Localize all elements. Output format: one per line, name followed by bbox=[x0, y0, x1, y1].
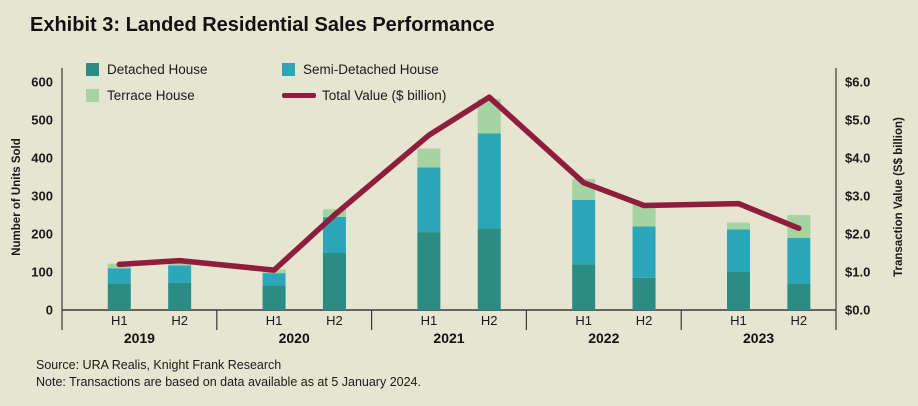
note-text: Note: Transactions are based on data ava… bbox=[36, 375, 421, 389]
year-label: 2023 bbox=[743, 330, 774, 346]
right-tick-label: $1.0 bbox=[845, 265, 870, 280]
color-swatch-icon bbox=[282, 63, 295, 76]
bar-segment bbox=[168, 261, 192, 266]
period-label: H2 bbox=[636, 313, 653, 328]
left-tick-label: 300 bbox=[31, 189, 53, 204]
period-label: H2 bbox=[791, 313, 808, 328]
chart-title: Exhibit 3: Landed Residential Sales Perf… bbox=[30, 14, 495, 36]
legend-terrace: Terrace House bbox=[86, 88, 282, 103]
bar-segment bbox=[322, 216, 346, 253]
bar-segment bbox=[168, 265, 192, 283]
color-swatch-icon bbox=[86, 89, 99, 102]
bar-segment bbox=[726, 272, 750, 310]
bar-segment bbox=[632, 203, 656, 227]
period-label: H2 bbox=[171, 313, 188, 328]
chart-legend: Detached House Semi-Detached House Terrace… bbox=[86, 62, 446, 103]
sales-performance-chart: 0 100 200 300 400 500 600 $0.0 $1.0 $2.0 $3.0 $4.0 $… bbox=[31, 68, 870, 346]
bar-segment bbox=[107, 268, 131, 284]
year-label: 2019 bbox=[124, 330, 155, 346]
legend-label: Terrace House bbox=[107, 88, 195, 103]
left-axis-title: Number of Units Sold bbox=[11, 138, 23, 256]
bar-segment bbox=[417, 167, 441, 233]
legend-label: Total Value ($ billion) bbox=[322, 88, 447, 103]
period-label: H2 bbox=[481, 313, 498, 328]
left-tick-label: 400 bbox=[31, 151, 53, 166]
bar-segment bbox=[726, 229, 750, 272]
bar-segment bbox=[168, 282, 192, 310]
year-label: 2022 bbox=[588, 330, 619, 346]
right-tick-label: $0.0 bbox=[845, 303, 870, 318]
total-value-line bbox=[116, 94, 802, 273]
left-tick-label: 100 bbox=[31, 265, 53, 280]
bar-segment bbox=[417, 232, 441, 310]
period-label: H1 bbox=[730, 313, 747, 328]
bar-segment bbox=[787, 283, 811, 310]
right-tick-label: $2.0 bbox=[845, 227, 870, 242]
bar-segment bbox=[417, 148, 441, 168]
bar-segment bbox=[262, 273, 286, 286]
right-tick-label: $4.0 bbox=[845, 151, 870, 166]
year-label: 2021 bbox=[433, 330, 464, 346]
left-tick-label: 0 bbox=[46, 303, 53, 318]
bar-segment bbox=[787, 237, 811, 284]
bar-segment bbox=[477, 99, 501, 134]
right-tick-label: $6.0 bbox=[845, 75, 870, 90]
legend-detached: Detached House bbox=[86, 62, 282, 77]
period-label: H1 bbox=[575, 313, 592, 328]
right-axis-title: Transaction Value (S$ billion) bbox=[893, 117, 905, 277]
bar-segment bbox=[632, 226, 656, 278]
legend-label: Detached House bbox=[107, 62, 208, 77]
bar-segment bbox=[572, 264, 596, 310]
bar-segment bbox=[262, 285, 286, 310]
line-swatch-icon bbox=[282, 93, 316, 98]
bar-segment bbox=[632, 277, 656, 310]
legend-total-value: Total Value ($ billion) bbox=[282, 88, 446, 103]
source-text: Source: URA Realis, Knight Frank Researc… bbox=[36, 358, 282, 372]
bar-segment bbox=[572, 199, 596, 265]
bar-segment bbox=[726, 222, 750, 230]
period-label: H1 bbox=[111, 313, 128, 328]
right-tick-label: $3.0 bbox=[845, 189, 870, 204]
legend-label: Semi-Detached House bbox=[303, 62, 439, 77]
bar-segment bbox=[107, 283, 131, 310]
period-label: H1 bbox=[421, 313, 438, 328]
bar-segment bbox=[477, 228, 501, 310]
year-label: 2020 bbox=[279, 330, 310, 346]
right-tick-label: $5.0 bbox=[845, 113, 870, 128]
color-swatch-icon bbox=[86, 63, 99, 76]
period-label: H2 bbox=[326, 313, 343, 328]
left-tick-label: 200 bbox=[31, 227, 53, 242]
period-label: H1 bbox=[266, 313, 283, 328]
bar-segment bbox=[322, 253, 346, 310]
left-tick-label: 500 bbox=[31, 113, 53, 128]
legend-semi-detached: Semi-Detached House bbox=[282, 62, 446, 77]
bar-segment bbox=[477, 133, 501, 229]
left-tick-label: 600 bbox=[31, 75, 53, 90]
